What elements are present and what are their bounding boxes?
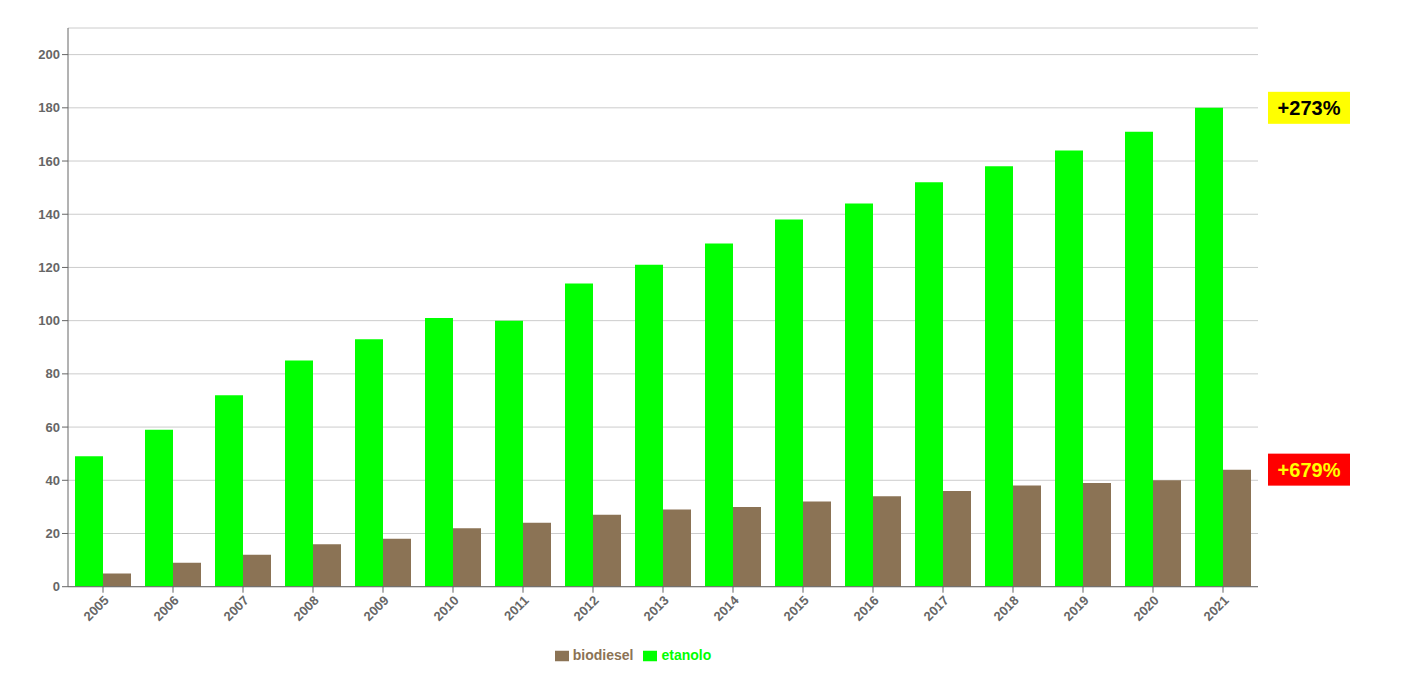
svg-text:2012: 2012 bbox=[571, 593, 602, 624]
svg-text:2021: 2021 bbox=[1201, 593, 1232, 624]
svg-text:2016: 2016 bbox=[851, 593, 882, 624]
html-text:biodiesel: biodiesel bbox=[572, 646, 634, 663]
svg-text:80: 80 bbox=[46, 366, 60, 381]
svg-text:100: 100 bbox=[38, 313, 60, 328]
svg-text:2011: 2011 bbox=[501, 593, 532, 624]
svg-text:120: 120 bbox=[38, 260, 60, 275]
svg-text:0: 0 bbox=[53, 579, 60, 594]
svg-text:2007: 2007 bbox=[221, 593, 252, 624]
svg-text:180: 180 bbox=[38, 100, 60, 115]
svg-text:2005: 2005 bbox=[81, 593, 112, 624]
svg-text:2010: 2010 bbox=[431, 593, 462, 624]
svg-text:+679%: +679% bbox=[1278, 459, 1341, 481]
svg-text:2015: 2015 bbox=[781, 593, 812, 624]
svg-text:2018: 2018 bbox=[991, 593, 1022, 624]
svg-text:2013: 2013 bbox=[641, 593, 672, 624]
svg-text:2017: 2017 bbox=[921, 593, 952, 624]
svg-text:40: 40 bbox=[46, 473, 60, 488]
svg-text:20: 20 bbox=[46, 526, 60, 541]
svg-text:200: 200 bbox=[38, 47, 60, 62]
html-text:etanolo: etanolo bbox=[661, 646, 712, 663]
svg-text:2019: 2019 bbox=[1061, 593, 1092, 624]
svg-text:2006: 2006 bbox=[151, 593, 182, 624]
svg-text:140: 140 bbox=[38, 207, 60, 222]
svg-text:2020: 2020 bbox=[1131, 593, 1162, 624]
svg-text:2014: 2014 bbox=[711, 592, 743, 624]
svg-text:60: 60 bbox=[46, 420, 60, 435]
svg-text:+273%: +273% bbox=[1278, 97, 1341, 119]
svg-text:2009: 2009 bbox=[361, 593, 392, 624]
svg-text:2008: 2008 bbox=[291, 593, 322, 624]
svg-text:160: 160 bbox=[38, 154, 60, 169]
